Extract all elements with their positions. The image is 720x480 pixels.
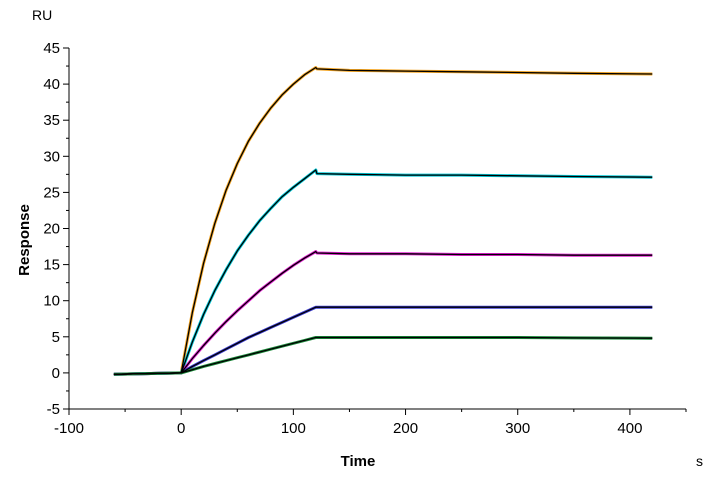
series-4-data-line <box>113 305 653 376</box>
y-tick-label: 5 <box>52 329 60 346</box>
series-1-data-line <box>113 66 653 376</box>
series-5-fit-line <box>113 336 653 375</box>
x-axis-title: Time <box>341 453 376 470</box>
y-tick-label: 30 <box>43 148 60 165</box>
plot-lines <box>113 66 653 376</box>
y-tick-label: -5 <box>47 401 60 418</box>
x-unit-label: s <box>696 453 703 469</box>
x-tick-label: 300 <box>505 420 530 437</box>
y-tick-label: 35 <box>43 112 60 129</box>
axes <box>68 48 686 410</box>
y-ticks: -5 0 5 10 15 20 25 30 35 40 45 <box>43 40 69 418</box>
y-unit-label: RU <box>32 7 52 23</box>
y-tick-label: 0 <box>52 365 60 382</box>
x-tick-label: 200 <box>393 420 418 437</box>
y-tick-label: 45 <box>43 40 60 57</box>
y-tick-label: 25 <box>43 184 60 201</box>
y-tick-label: 15 <box>43 257 60 274</box>
y-tick-label: 20 <box>43 221 60 238</box>
x-tick-label: 400 <box>617 420 642 437</box>
x-ticks: -100 0 100 200 300 400 <box>54 409 687 437</box>
x-tick-label: 100 <box>281 420 306 437</box>
series-3-fit-line <box>113 250 653 375</box>
x-tick-label: 0 <box>177 420 185 437</box>
x-tick-label: -100 <box>54 420 84 437</box>
y-tick-label: 40 <box>43 76 60 93</box>
y-tick-label: 10 <box>43 293 60 310</box>
y-axis-title: Response <box>16 204 33 276</box>
series-1-fit-line <box>113 66 653 375</box>
series-2-fit-line <box>113 169 653 375</box>
series-2-data-line <box>113 168 653 376</box>
series-4-fit-line <box>113 306 653 375</box>
